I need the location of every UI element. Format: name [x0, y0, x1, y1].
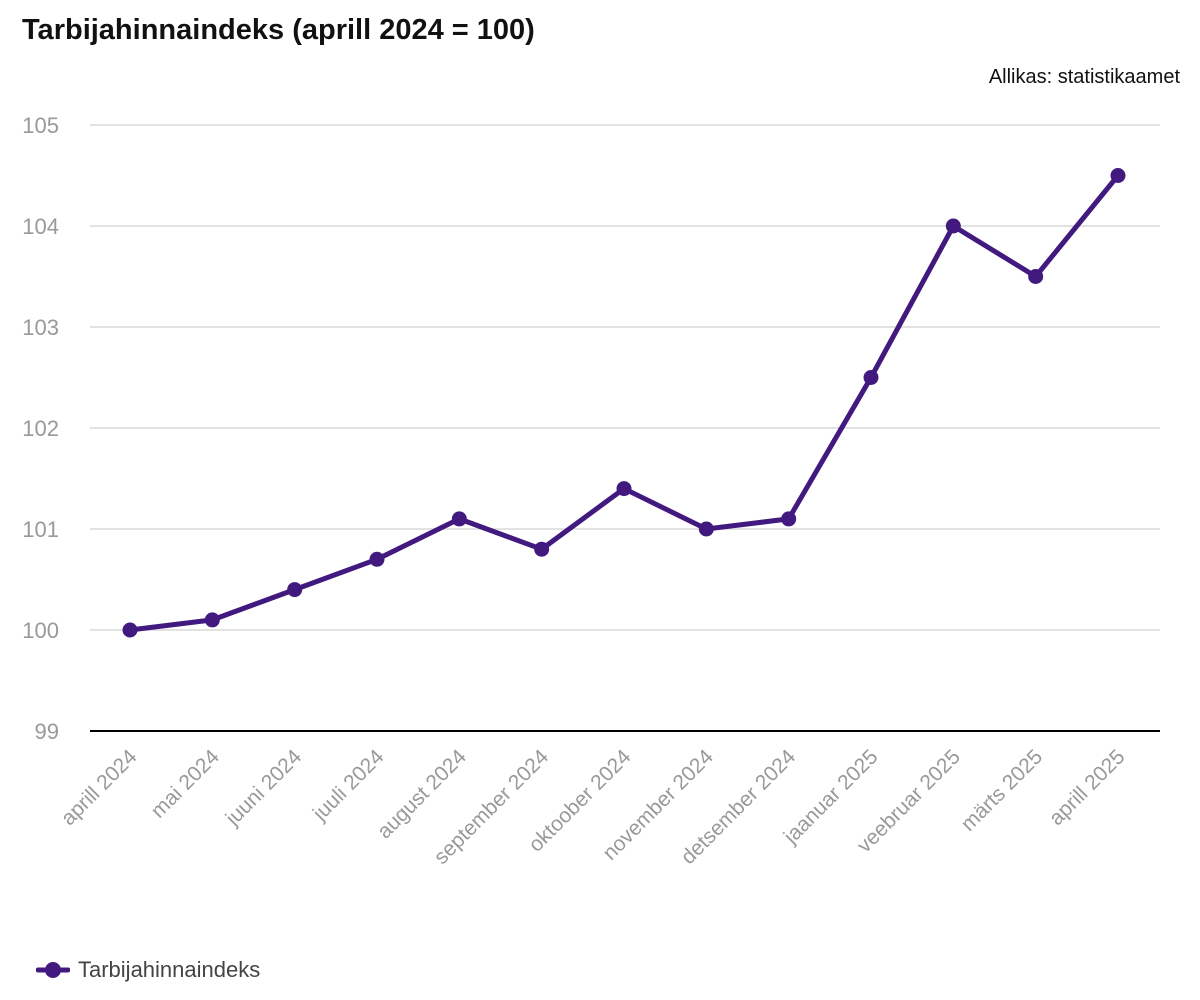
legend-marker-icon: [36, 962, 70, 978]
y-tick-label: 105: [22, 113, 59, 138]
series-line: [127, 173, 1121, 633]
data-point[interactable]: [451, 511, 467, 527]
legend[interactable]: Tarbijahinnaindeks: [36, 957, 260, 983]
source-label: Allikas: statistikaamet: [988, 66, 1180, 88]
x-tick-label: aprill 2025: [1045, 745, 1130, 830]
y-tick-label: 104: [22, 214, 59, 239]
data-point[interactable]: [122, 622, 138, 638]
data-point[interactable]: [698, 521, 714, 537]
y-tick-label: 100: [22, 618, 59, 643]
legend-label: Tarbijahinnaindeks: [78, 957, 261, 982]
data-point[interactable]: [616, 481, 632, 497]
data-point[interactable]: [1028, 269, 1044, 284]
chart-title: Tarbijahinnaindeks (aprill 2024 = 100): [22, 14, 535, 46]
x-tick-label: juuli 2024: [308, 745, 389, 826]
x-tick-label: märts 2025: [957, 745, 1048, 836]
series-layer: [122, 168, 1126, 638]
data-point[interactable]: [945, 218, 961, 234]
y-tick-label: 101: [22, 517, 59, 542]
data-point[interactable]: [534, 541, 550, 557]
x-tick-label: juuni 2024: [221, 745, 307, 831]
grid-lines: [90, 124, 1160, 732]
x-tick-label: aprill 2024: [57, 745, 142, 830]
data-point[interactable]: [369, 551, 385, 567]
y-tick-label: 102: [22, 416, 59, 441]
x-tick-label: mai 2024: [147, 745, 225, 823]
data-point[interactable]: [1110, 168, 1126, 183]
data-point[interactable]: [863, 370, 879, 385]
y-tick-label: 103: [22, 315, 59, 340]
data-point[interactable]: [204, 612, 220, 628]
data-point[interactable]: [287, 582, 303, 598]
data-point[interactable]: [781, 511, 797, 527]
y-tick-labels: 99 100 101 102 103 104 105: [22, 113, 59, 744]
y-tick-label: 99: [35, 719, 59, 744]
